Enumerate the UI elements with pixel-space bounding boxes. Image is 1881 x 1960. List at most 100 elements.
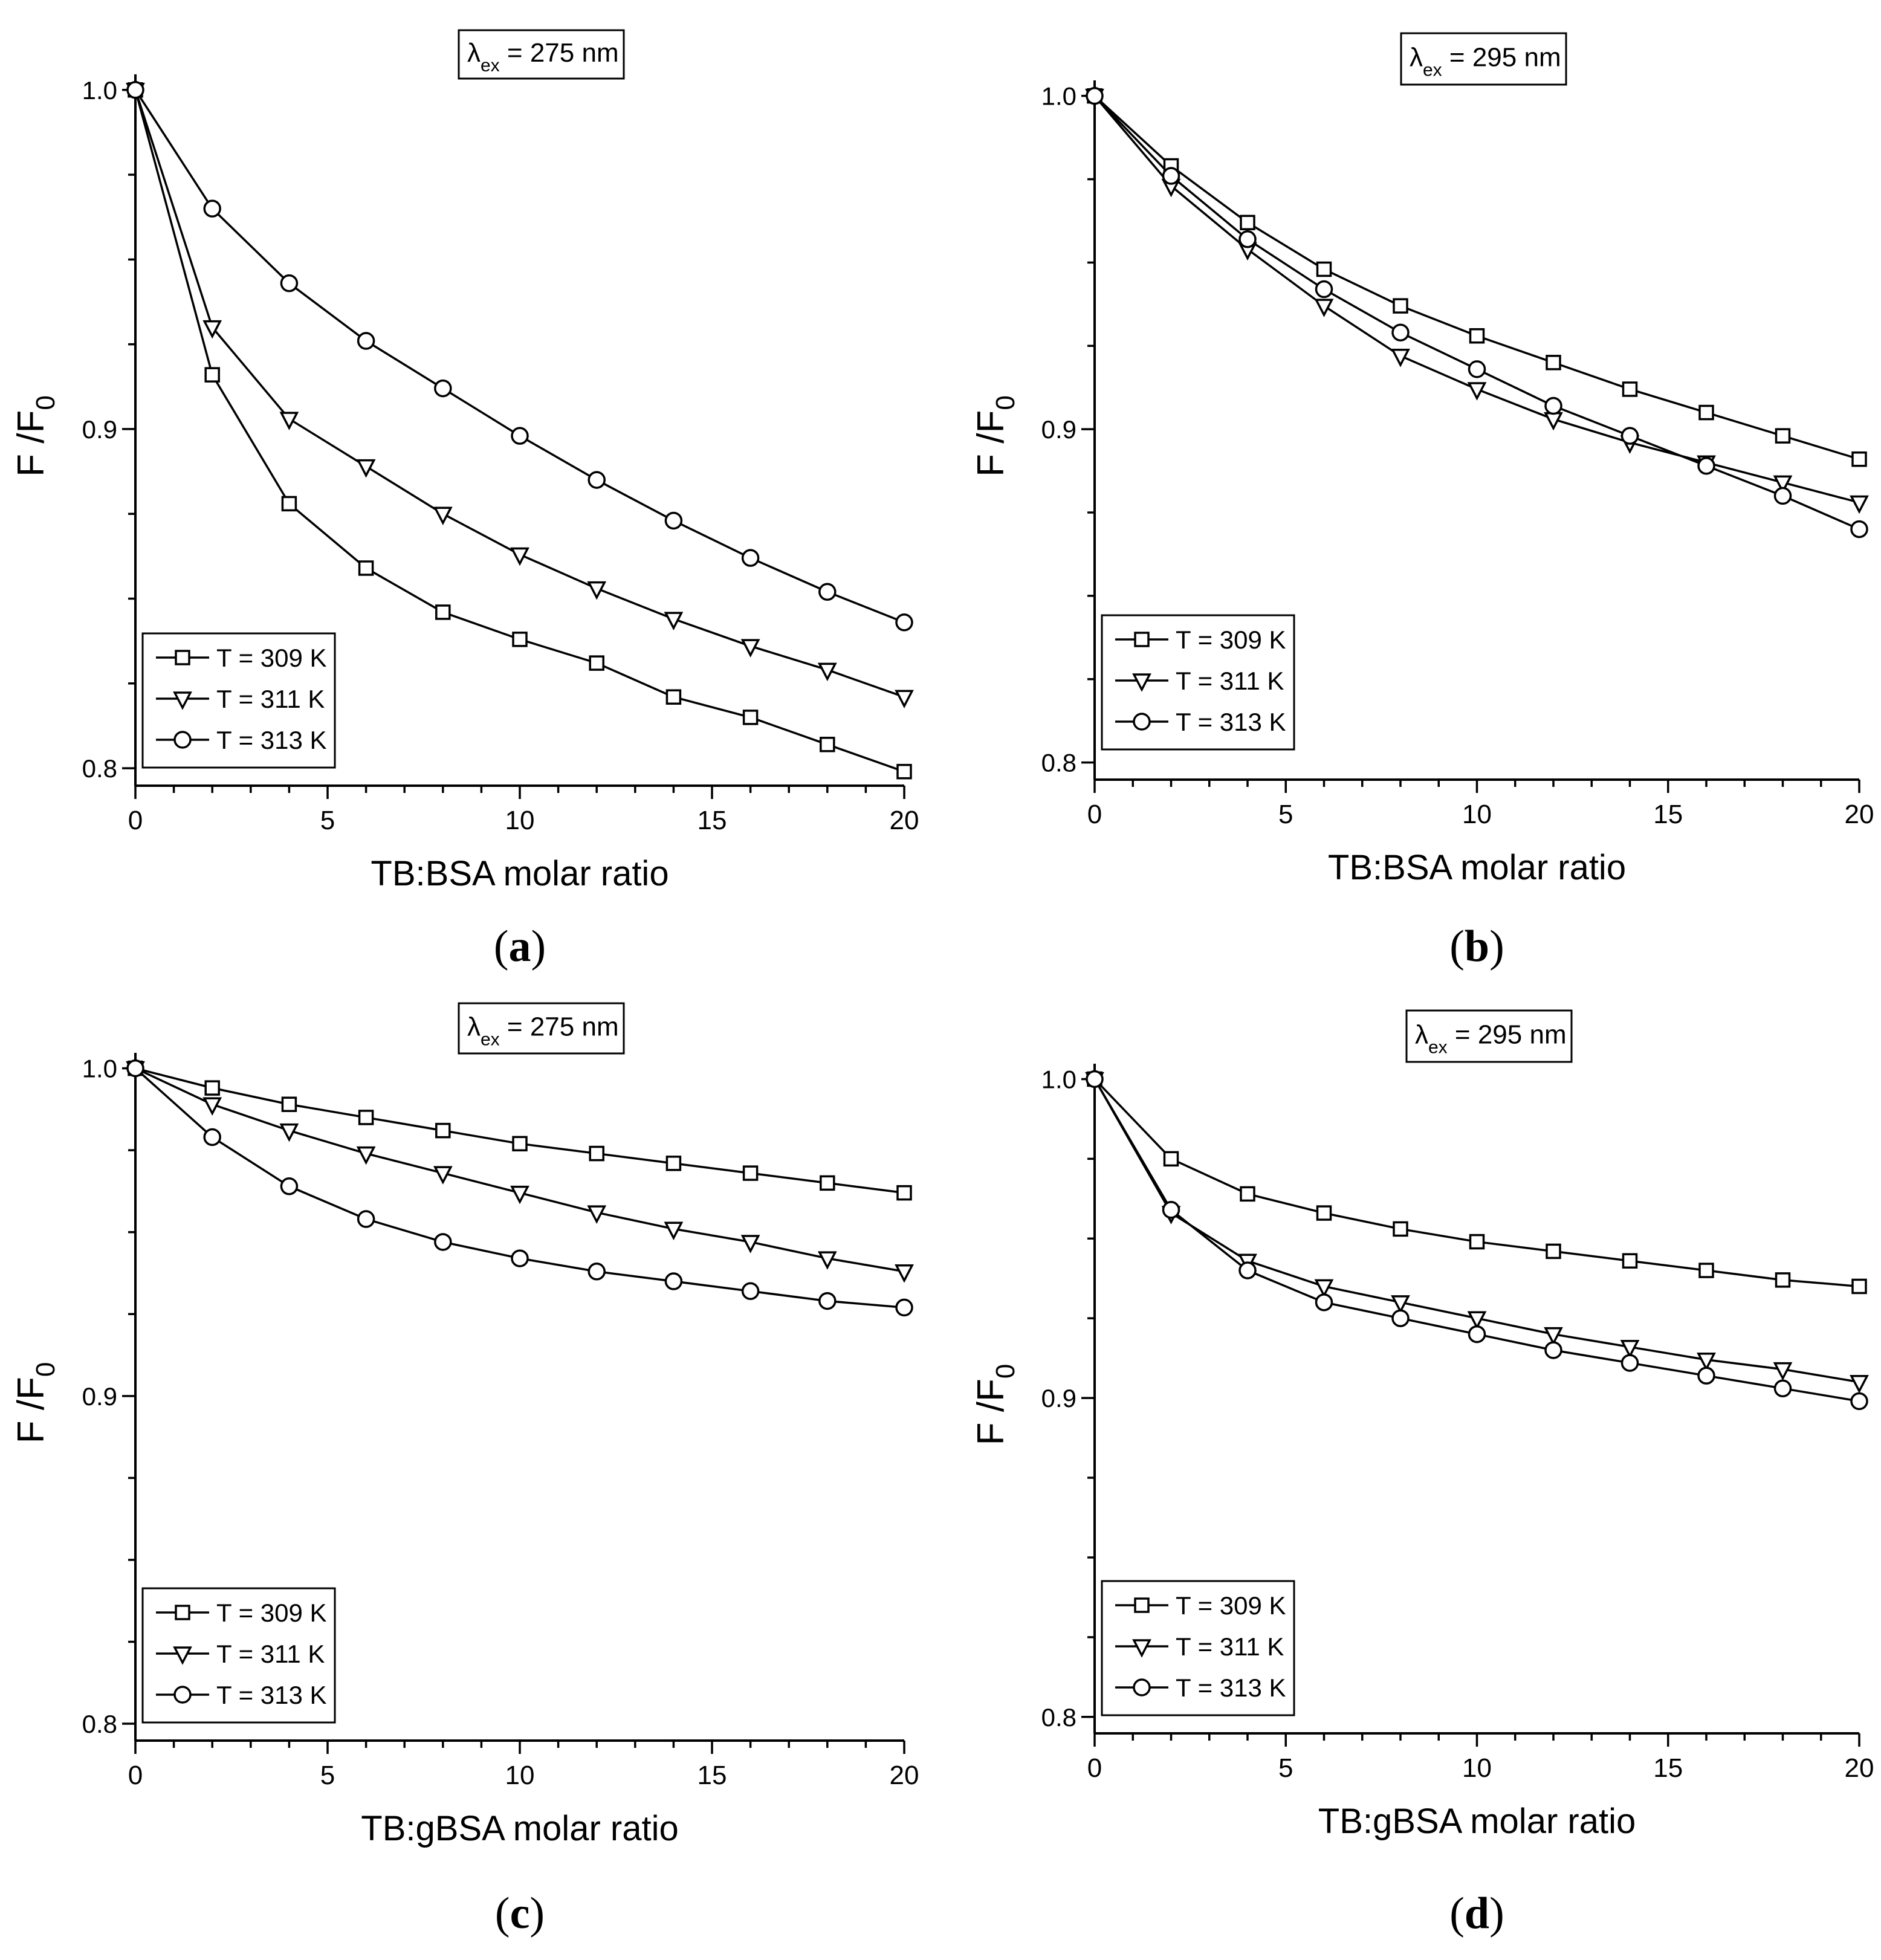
data-point-square xyxy=(1851,1278,1867,1295)
y-tick-label: 0.9 xyxy=(82,415,117,444)
data-point-triangle-down xyxy=(510,1185,529,1205)
legend-item: T = 309 K xyxy=(1115,626,1286,654)
data-point-circle xyxy=(588,1263,606,1281)
data-point-square xyxy=(1775,1272,1791,1288)
data-point-square xyxy=(281,1096,297,1112)
excitation-value: = 275 nm xyxy=(500,1012,619,1042)
legend-marker-triangle-down xyxy=(173,691,192,710)
x-tick-label: 10 xyxy=(505,806,535,835)
data-point-triangle-down xyxy=(740,639,760,658)
excitation-label: λex = 295 nm xyxy=(1410,43,1561,80)
data-point-triangle-down xyxy=(1850,495,1869,514)
legend-box xyxy=(1101,1580,1295,1716)
lambda-subscript: ex xyxy=(481,56,500,76)
y-axis-label: F /F0 xyxy=(10,395,60,477)
x-tick-label: 20 xyxy=(890,806,919,835)
data-point-square xyxy=(1469,328,1485,344)
data-point-circle xyxy=(203,199,221,218)
legend-marker-square xyxy=(1134,1597,1150,1613)
data-point-square xyxy=(1393,1221,1408,1237)
data-point-square xyxy=(742,1165,759,1181)
panel-label-close: ) xyxy=(531,922,546,971)
legend-item: T = 311 K xyxy=(1115,1632,1284,1661)
data-point-circle xyxy=(1468,360,1486,378)
y-tick-label: 0.9 xyxy=(1041,1384,1076,1412)
excitation-label: λex = 275 nm xyxy=(467,1012,619,1050)
data-point-circle xyxy=(1315,1293,1333,1312)
data-point-triangle-down xyxy=(433,506,453,526)
legend-item: T = 313 K xyxy=(1115,1674,1286,1702)
y-axis-label-main: F /F xyxy=(10,410,52,477)
data-point-circle xyxy=(1315,280,1333,299)
legend-box xyxy=(141,632,336,769)
legend-label: T = 313 K xyxy=(1176,708,1286,736)
series-line xyxy=(1093,95,1860,504)
legend-label: T = 309 K xyxy=(1176,626,1286,654)
data-point-square xyxy=(1622,1253,1638,1269)
legend-label: T = 309 K xyxy=(216,1599,327,1627)
data-point-square xyxy=(820,1175,835,1191)
data-point-square xyxy=(1546,355,1561,370)
series-square xyxy=(1087,88,1867,467)
data-point-square xyxy=(1851,451,1867,467)
data-point-square xyxy=(1316,261,1332,277)
data-point-square xyxy=(896,1185,912,1201)
data-point-circle xyxy=(357,1210,375,1228)
y-axis-label-main: F /F xyxy=(970,410,1012,477)
data-point-square xyxy=(589,1145,604,1162)
series-square xyxy=(1087,1071,1867,1295)
legend-item: T = 311 K xyxy=(156,1640,325,1668)
series-triangle-down xyxy=(126,83,914,709)
data-point-circle xyxy=(280,1177,299,1195)
y-axis-label-main: F /F xyxy=(970,1379,1012,1445)
y-tick-label: 1.0 xyxy=(82,76,117,105)
legend: T = 309 K T = 311 K T = 313 K xyxy=(141,1587,336,1724)
x-tick-label: 10 xyxy=(1462,800,1492,829)
data-point-square xyxy=(589,655,604,671)
data-point-circle xyxy=(1620,1354,1639,1372)
data-point-triangle-down xyxy=(1850,1374,1869,1394)
data-point-circle xyxy=(1468,1325,1486,1344)
legend-marker-circle xyxy=(173,731,192,749)
y-tick-label: 0.8 xyxy=(82,754,117,783)
x-tick-label: 0 xyxy=(1087,800,1102,829)
data-point-square xyxy=(435,604,451,620)
lambda-subscript: ex xyxy=(1423,60,1442,80)
series-circle xyxy=(126,81,913,632)
y-axis-label-subscript: 0 xyxy=(31,395,60,410)
data-point-circle xyxy=(511,1249,529,1267)
panel-label-letter: b xyxy=(1465,922,1489,971)
data-point-circle xyxy=(588,471,606,489)
data-point-square xyxy=(435,1122,451,1139)
series-triangle-down xyxy=(1085,88,1869,514)
panel-label-letter: c xyxy=(510,1889,530,1938)
data-point-square xyxy=(1163,1151,1179,1167)
panel-label: (a) xyxy=(494,922,546,971)
data-point-circle xyxy=(818,583,837,601)
legend-item: T = 313 K xyxy=(156,726,327,754)
data-point-circle xyxy=(741,1282,760,1301)
x-tick-label: 5 xyxy=(320,806,335,835)
legend-box xyxy=(1101,614,1295,751)
data-point-triangle-down xyxy=(587,581,607,600)
panel-label-close: ) xyxy=(1489,922,1504,971)
data-point-circle xyxy=(895,613,913,632)
data-point-circle xyxy=(664,1272,683,1290)
data-point-triangle-down xyxy=(1697,1353,1716,1371)
data-point-triangle-down xyxy=(664,612,684,630)
data-point-triangle-down xyxy=(279,412,299,430)
legend-item: T = 313 K xyxy=(1115,708,1286,736)
panel-label: (d) xyxy=(1449,1889,1504,1938)
legend-item: T = 311 K xyxy=(156,685,325,713)
data-point-triangle-down xyxy=(587,1205,607,1224)
y-axis-label-main: F /F xyxy=(10,1377,52,1443)
data-point-triangle-down xyxy=(510,547,529,566)
y-tick-label: 0.9 xyxy=(1041,415,1076,444)
series-triangle-down xyxy=(126,1061,914,1283)
data-point-circle xyxy=(895,1298,913,1317)
legend: T = 309 K T = 311 K T = 313 K xyxy=(1101,614,1295,751)
data-point-triangle-down xyxy=(202,1097,222,1116)
excitation-value: = 275 nm xyxy=(500,38,619,68)
data-point-circle xyxy=(1391,323,1410,341)
